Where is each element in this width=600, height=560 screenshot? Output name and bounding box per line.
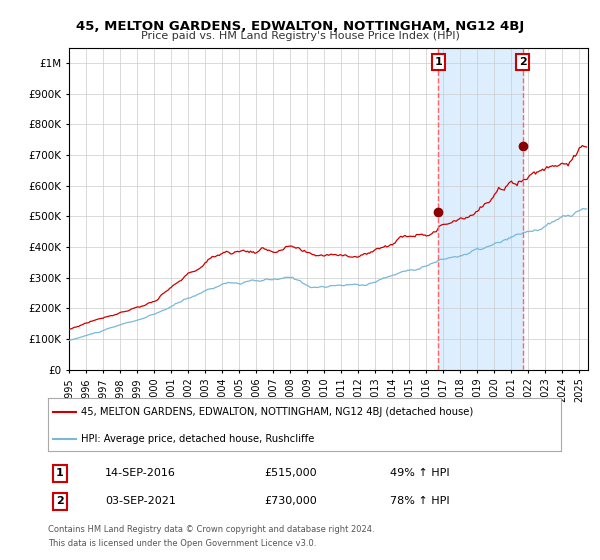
Text: 14-SEP-2016: 14-SEP-2016 bbox=[105, 468, 176, 478]
Text: 2: 2 bbox=[56, 496, 64, 506]
Text: 78% ↑ HPI: 78% ↑ HPI bbox=[390, 496, 449, 506]
Text: This data is licensed under the Open Government Licence v3.0.: This data is licensed under the Open Gov… bbox=[48, 539, 316, 548]
Bar bbox=[439, 48, 523, 370]
Text: 1: 1 bbox=[434, 57, 442, 67]
Text: HPI: Average price, detached house, Rushcliffe: HPI: Average price, detached house, Rush… bbox=[82, 434, 315, 444]
Text: 03-SEP-2021: 03-SEP-2021 bbox=[105, 496, 176, 506]
Text: Price paid vs. HM Land Registry's House Price Index (HPI): Price paid vs. HM Land Registry's House … bbox=[140, 31, 460, 41]
Text: 2: 2 bbox=[519, 57, 527, 67]
Text: £515,000: £515,000 bbox=[264, 468, 317, 478]
Text: 1: 1 bbox=[56, 468, 64, 478]
Text: £730,000: £730,000 bbox=[264, 496, 317, 506]
Text: 45, MELTON GARDENS, EDWALTON, NOTTINGHAM, NG12 4BJ: 45, MELTON GARDENS, EDWALTON, NOTTINGHAM… bbox=[76, 20, 524, 32]
Text: Contains HM Land Registry data © Crown copyright and database right 2024.: Contains HM Land Registry data © Crown c… bbox=[48, 525, 374, 534]
Text: 49% ↑ HPI: 49% ↑ HPI bbox=[390, 468, 449, 478]
Text: 45, MELTON GARDENS, EDWALTON, NOTTINGHAM, NG12 4BJ (detached house): 45, MELTON GARDENS, EDWALTON, NOTTINGHAM… bbox=[82, 408, 473, 418]
